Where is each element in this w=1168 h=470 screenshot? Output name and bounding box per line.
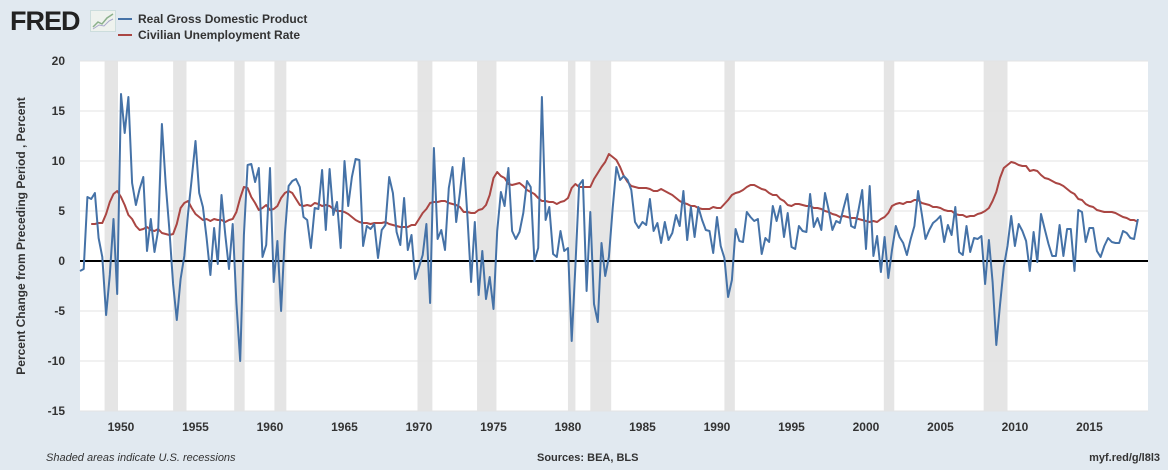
x-tick-label: 1950: [108, 420, 135, 434]
recession-band: [983, 61, 1008, 411]
recession-band: [104, 61, 118, 411]
fred-logo[interactable]: FRED: [10, 6, 80, 37]
legend-label-gdp: Real Gross Domestic Product: [138, 12, 308, 26]
x-tick-label: 2005: [927, 420, 954, 434]
recession-band: [883, 61, 895, 411]
recession-band: [724, 61, 735, 411]
x-tick-label: 1995: [778, 420, 805, 434]
chart-legend: Real Gross Domestic Product Civilian Une…: [118, 11, 307, 43]
x-tick-label: 2000: [853, 420, 880, 434]
recession-band: [590, 61, 612, 411]
recession-band: [477, 61, 497, 411]
recession-band: [173, 61, 187, 411]
y-tick-label: 10: [52, 154, 66, 168]
x-tick-label: 1980: [555, 420, 582, 434]
fred-logo-text: FRED: [10, 6, 80, 36]
sources-text: Sources: BEA, BLS: [537, 452, 639, 464]
x-tick-label: 1985: [629, 420, 656, 434]
legend-label-unemployment: Civilian Unemployment Rate: [138, 28, 301, 42]
y-tick-label: 0: [58, 254, 65, 268]
x-tick-label: 2015: [1076, 420, 1103, 434]
y-tick-label: -15: [48, 404, 66, 418]
legend-item-unemployment[interactable]: Civilian Unemployment Rate: [118, 27, 307, 43]
x-tick-label: 1970: [406, 420, 433, 434]
y-tick-label: -10: [48, 354, 66, 368]
trend-chart-icon: [90, 10, 116, 32]
y-tick-label: -5: [54, 304, 65, 318]
recession-band: [274, 61, 287, 411]
x-tick-label: 1955: [182, 420, 209, 434]
recession-band: [234, 61, 245, 411]
y-tick-label: 5: [58, 204, 65, 218]
y-tick-label: 20: [52, 54, 66, 68]
short-link[interactable]: myf.red/g/l8l3: [1089, 452, 1160, 464]
unemployment-series-line: [91, 153, 1139, 236]
legend-swatch-unemployment: [118, 34, 132, 36]
y-tick-label: 15: [52, 104, 66, 118]
x-tick-label: 1965: [331, 420, 358, 434]
recession-note: Shaded areas indicate U.S. recessions: [46, 452, 236, 464]
legend-swatch-gdp: [118, 18, 132, 20]
legend-item-gdp[interactable]: Real Gross Domestic Product: [118, 11, 307, 27]
gdp-series-line: [79, 93, 1139, 362]
x-tick-label: 1960: [257, 420, 284, 434]
recession-band: [567, 61, 576, 411]
plot-area: [80, 61, 1148, 411]
x-tick-label: 2010: [1002, 420, 1029, 434]
x-tick-label: 1990: [704, 420, 731, 434]
x-tick-label: 1975: [480, 420, 507, 434]
